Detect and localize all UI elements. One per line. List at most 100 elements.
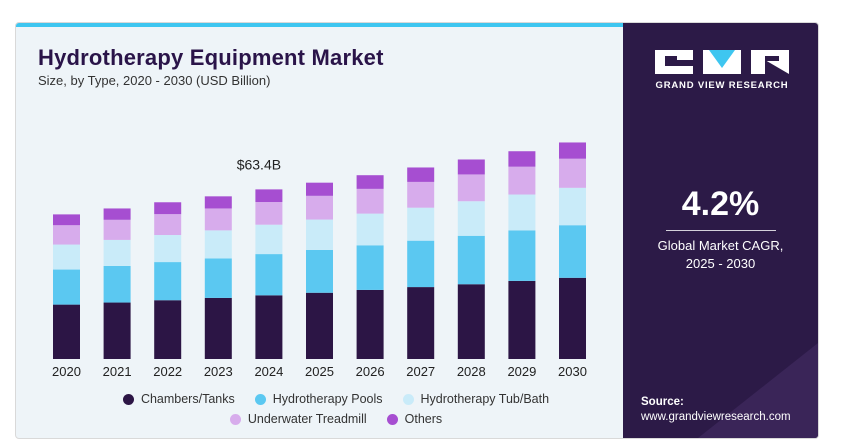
bar-segment-underwater-treadmill-2020 <box>53 225 80 245</box>
bar-segment-others-2029 <box>508 151 536 167</box>
bar-segment-hydrotherapy-pools-2029 <box>508 230 536 281</box>
bar-segment-others-2027 <box>407 167 435 182</box>
bar-segment-hydrotherapy-tub-bath-2025 <box>306 219 333 250</box>
chart-title: Hydrotherapy Equipment Market <box>38 45 384 70</box>
bar-segment-chambers-tanks-2025 <box>306 292 333 359</box>
bar-segment-chambers-tanks-2021 <box>103 302 131 359</box>
bar-segment-hydrotherapy-pools-2028 <box>457 235 485 285</box>
bar-segment-hydrotherapy-tub-bath-2021 <box>103 239 131 266</box>
bar-segment-underwater-treadmill-2025 <box>306 195 333 220</box>
bar-segment-others-2021 <box>103 208 131 220</box>
legend-row: Chambers/Tanks Hydrotherapy Pools Hydrothe… <box>76 389 596 409</box>
legend-swatch <box>122 393 134 405</box>
legend-label: Others <box>404 412 443 426</box>
x-tick-label: 2027 <box>406 364 435 379</box>
bar-segment-hydrotherapy-tub-bath-2029 <box>508 194 536 231</box>
bar-segment-chambers-tanks-2020 <box>53 304 80 359</box>
bar-segment-hydrotherapy-pools-2023 <box>204 258 232 298</box>
x-tick-label: 2021 <box>103 364 132 379</box>
legend-label: Hydrotherapy Pools <box>272 392 383 406</box>
gvr-logo-icon: GRAND VIEW RESEARCH <box>647 47 797 107</box>
bar-segment-hydrotherapy-tub-bath-2020 <box>53 244 80 270</box>
chart-panel: Hydrotherapy Equipment Market Size, by T… <box>16 27 623 438</box>
bar-segment-hydrotherapy-pools-2025 <box>306 249 333 293</box>
stacked-bar-chart: 2020 2021 2022 2023 2024 $63.4B 2025 2026 2027 20… <box>52 142 587 379</box>
bar-segment-hydrotherapy-tub-bath-2028 <box>457 201 485 236</box>
x-tick-label: 2029 <box>507 364 536 379</box>
bar-segment-hydrotherapy-pools-2026 <box>356 245 384 290</box>
source-label: Source: <box>641 396 684 408</box>
bar-segment-others-2025 <box>306 182 333 196</box>
bar-segment-chambers-tanks-2029 <box>508 280 536 359</box>
legend-label: Chambers/Tanks <box>140 392 235 406</box>
bar-segment-hydrotherapy-pools-2027 <box>407 240 435 288</box>
x-tick-label: 2028 <box>457 364 486 379</box>
bar-segment-others-2023 <box>204 196 232 209</box>
chart-legend: Chambers/Tanks Hydrotherapy Pools Hydrothe… <box>76 389 596 429</box>
bar-segment-others-2030 <box>559 142 586 159</box>
bar-segment-others-2026 <box>356 175 384 189</box>
legend-label: Underwater Treadmill <box>247 412 367 426</box>
brand-name: GRAND VIEW RESEARCH <box>655 80 789 91</box>
bar-segment-hydrotherapy-pools-2022 <box>154 262 182 301</box>
bar-segment-hydrotherapy-tub-bath-2026 <box>356 213 384 246</box>
x-tick-label: 2025 <box>305 364 334 379</box>
bar-segment-hydrotherapy-tub-bath-2024 <box>255 224 283 255</box>
bar-segment-hydrotherapy-tub-bath-2022 <box>154 235 182 263</box>
x-tick-label: 2024 <box>254 364 283 379</box>
bar-segment-underwater-treadmill-2026 <box>356 188 384 214</box>
bar-segment-underwater-treadmill-2022 <box>154 214 182 236</box>
bar-segment-underwater-treadmill-2024 <box>255 202 283 225</box>
source-url: www.grandviewresearch.com <box>641 411 791 423</box>
infographic-card: Hydrotherapy Equipment Market Size, by T… <box>15 22 819 439</box>
bar-segment-chambers-tanks-2024 <box>255 295 283 359</box>
legend-swatch <box>254 393 266 405</box>
x-tick-label: 2026 <box>356 364 385 379</box>
legend-swatch <box>386 413 398 425</box>
bar-segment-hydrotherapy-pools-2024 <box>255 254 283 296</box>
legend-item: Underwater Treadmill <box>229 412 367 426</box>
x-tick-label: 2022 <box>153 364 182 379</box>
bar-segment-chambers-tanks-2022 <box>154 300 182 359</box>
bar-segment-others-2028 <box>457 159 485 175</box>
sidebar-panel: GRAND VIEW RESEARCH 4.2% Global Market C… <box>623 23 818 438</box>
legend-item: Hydrotherapy Tub/Bath <box>402 392 550 406</box>
cagr-label-line1: Global Market CAGR, <box>657 238 784 253</box>
bar-segment-chambers-tanks-2027 <box>407 287 435 359</box>
legend-row: Underwater Treadmill Others <box>76 409 596 429</box>
x-tick-label: 2023 <box>204 364 233 379</box>
bar-segment-underwater-treadmill-2028 <box>457 174 485 202</box>
x-tick-label: 2030 <box>558 364 587 379</box>
legend-item: Hydrotherapy Pools <box>254 392 383 406</box>
legend-label: Hydrotherapy Tub/Bath <box>420 392 550 406</box>
bar-segment-chambers-tanks-2030 <box>559 277 586 359</box>
chart-subtitle: Size, by Type, 2020 - 2030 (USD Billion) <box>38 73 271 88</box>
cagr-value: 4.2% <box>681 185 760 223</box>
source-block: Source: www.grandviewresearch.com <box>641 395 791 425</box>
data-label-annotation: $63.4B <box>237 156 281 172</box>
bar-segment-underwater-treadmill-2023 <box>204 208 232 231</box>
legend-item: Others <box>386 412 443 426</box>
legend-swatch <box>402 393 414 405</box>
accent-bar <box>16 23 623 27</box>
bar-segment-chambers-tanks-2026 <box>356 289 384 359</box>
legend-swatch <box>229 413 241 425</box>
bar-segment-chambers-tanks-2023 <box>204 297 232 359</box>
bar-segment-others-2020 <box>53 214 80 226</box>
bar-segment-hydrotherapy-tub-bath-2030 <box>559 187 586 226</box>
bar-segment-others-2022 <box>154 202 182 215</box>
bar-segment-hydrotherapy-pools-2021 <box>103 265 131 303</box>
bar-segment-underwater-treadmill-2029 <box>508 166 536 195</box>
cagr-label-line2: 2025 - 2030 <box>685 256 756 271</box>
bar-segment-hydrotherapy-pools-2020 <box>53 269 80 305</box>
bar-segment-underwater-treadmill-2027 <box>407 181 435 208</box>
bar-segment-hydrotherapy-tub-bath-2023 <box>204 230 232 259</box>
logo-mark <box>655 50 789 74</box>
corner-decoration <box>698 343 818 438</box>
bar-segment-hydrotherapy-tub-bath-2027 <box>407 207 435 241</box>
bar-segment-underwater-treadmill-2021 <box>103 219 131 240</box>
bar-segment-underwater-treadmill-2030 <box>559 158 586 188</box>
cagr-label: Global Market CAGR, 2025 - 2030 <box>623 237 818 273</box>
x-tick-label: 2020 <box>52 364 81 379</box>
divider <box>666 230 776 231</box>
